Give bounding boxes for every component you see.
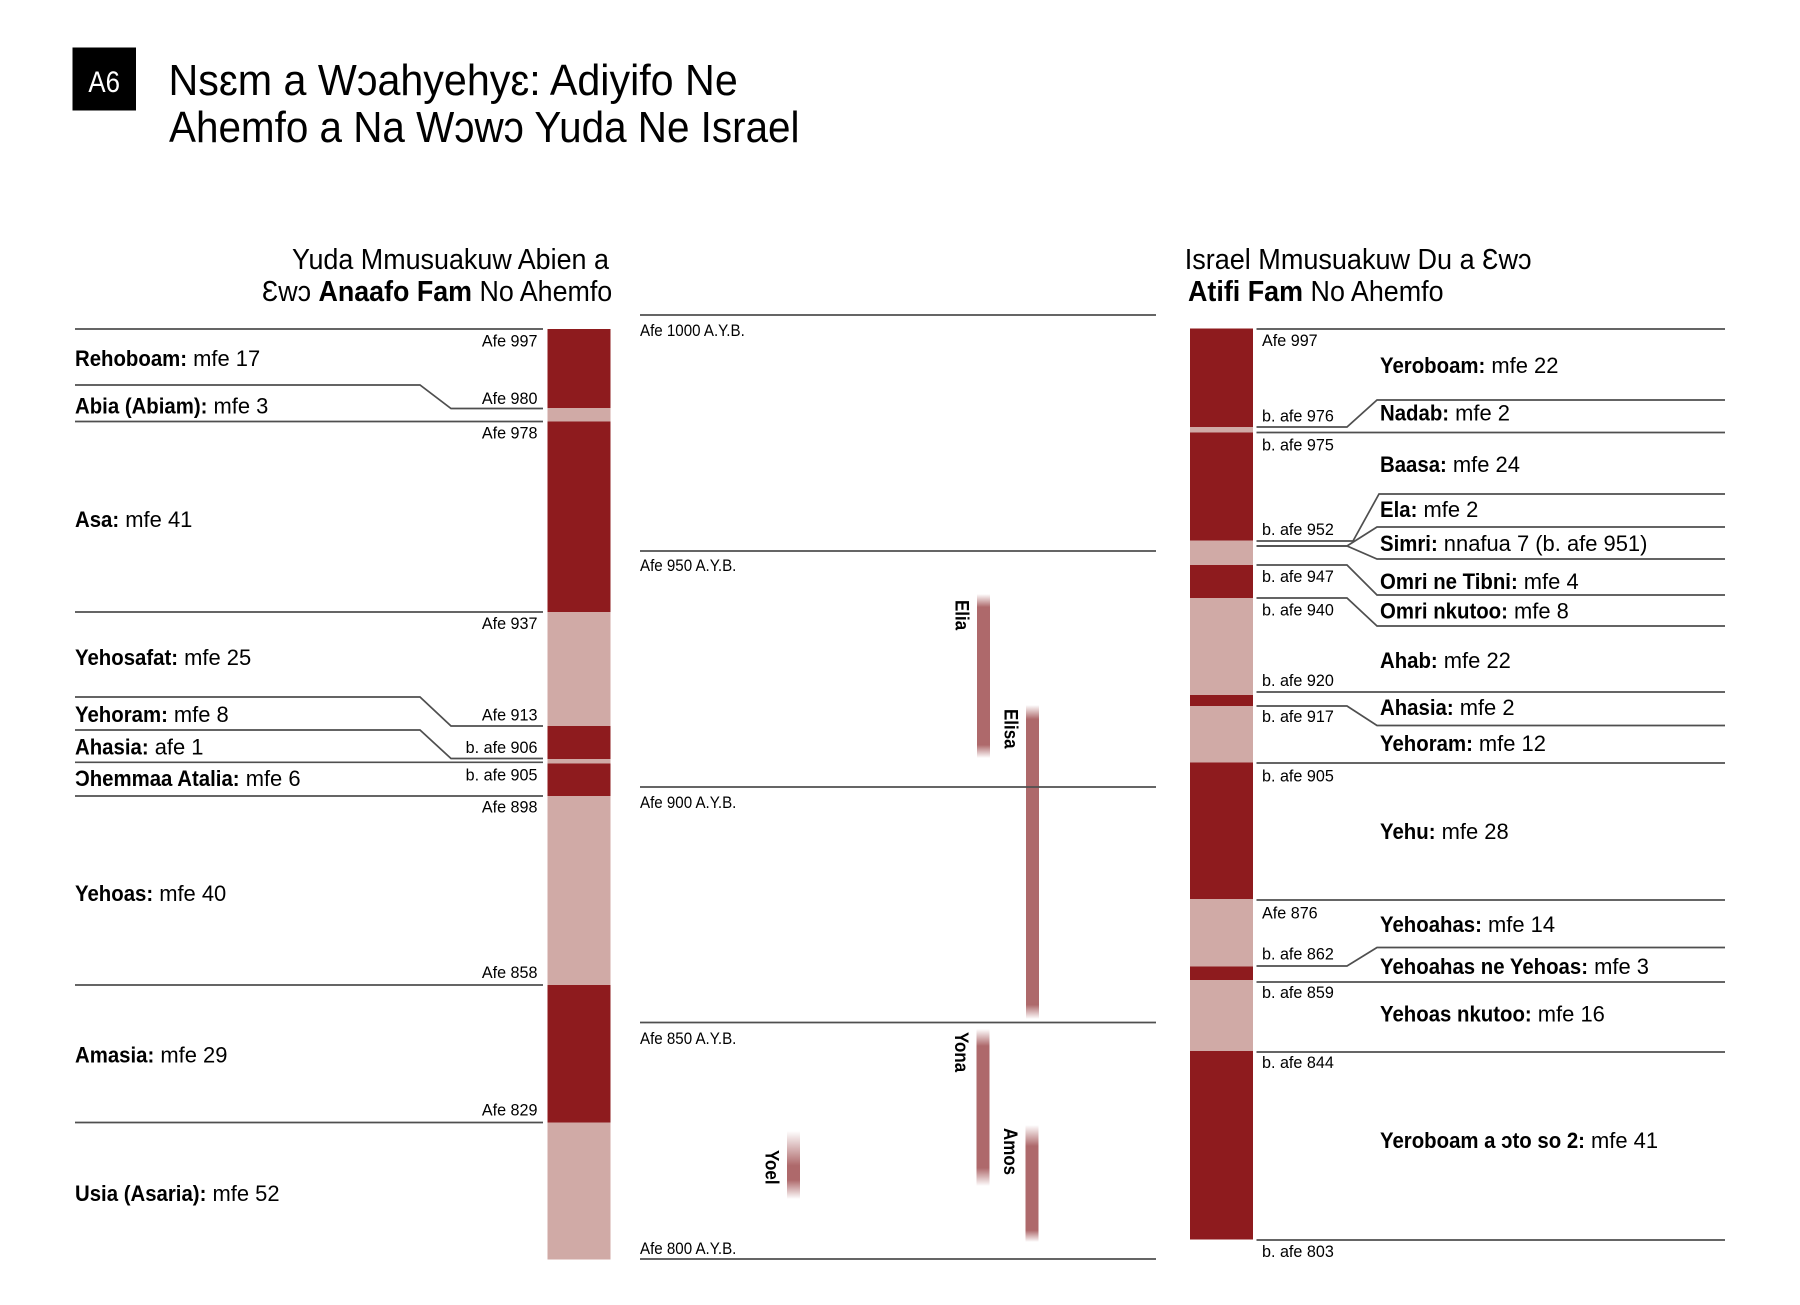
svg-text:Afe 800 A.Y.B.: Afe 800 A.Y.B.: [640, 1239, 736, 1258]
svg-text:b. afe 844: b. afe 844: [1262, 1053, 1334, 1072]
svg-text:A6: A6: [88, 65, 120, 98]
svg-text:Yehu:: Yehu:: [1380, 819, 1435, 844]
svg-text:mfe 8: mfe 8: [1508, 598, 1569, 623]
svg-text:Simri:: Simri:: [1380, 531, 1438, 556]
svg-text:Yehoas:: Yehoas:: [75, 881, 153, 906]
svg-text:Afe 850 A.Y.B.: Afe 850 A.Y.B.: [640, 1029, 736, 1048]
svg-text:mfe 3: mfe 3: [207, 393, 268, 418]
svg-text:mfe 41: mfe 41: [1585, 1128, 1658, 1153]
svg-text:Yeroboam:: Yeroboam:: [1380, 353, 1485, 378]
svg-text:b. afe 859: b. afe 859: [1262, 983, 1334, 1002]
svg-text:nnafua 7 (b. afe 951): nnafua 7 (b. afe 951): [1438, 531, 1648, 556]
svg-text:Nadab:: Nadab:: [1380, 401, 1449, 426]
svg-text:mfe 14: mfe 14: [1482, 912, 1555, 937]
svg-text:Afe 937: Afe 937: [482, 614, 538, 633]
svg-text:Afe 829: Afe 829: [482, 1100, 538, 1119]
svg-text:mfe 17: mfe 17: [187, 346, 260, 371]
svg-text:Yehoahas ne Yehoas:: Yehoahas ne Yehoas:: [1380, 954, 1588, 979]
svg-text:Yehoas nkutoo:: Yehoas nkutoo:: [1380, 1002, 1532, 1027]
svg-text:mfe 2: mfe 2: [1417, 497, 1478, 522]
svg-text:Yehoahas:: Yehoahas:: [1380, 912, 1482, 937]
svg-text:Ela:: Ela:: [1380, 497, 1417, 522]
svg-text:Ɛwɔ Anaafo Fam No Ahemfo: Ɛwɔ Anaafo Fam No Ahemfo: [262, 275, 612, 307]
svg-text:Baasa:: Baasa:: [1380, 452, 1447, 477]
svg-text:Afe 950 A.Y.B.: Afe 950 A.Y.B.: [640, 556, 736, 575]
svg-text:Amos: Amos: [1000, 1128, 1022, 1175]
svg-text:afe 1: afe 1: [149, 734, 204, 759]
svg-text:Afe 997: Afe 997: [1262, 331, 1318, 350]
svg-text:Ahab:: Ahab:: [1380, 648, 1438, 673]
svg-text:Afe 980: Afe 980: [482, 389, 538, 408]
svg-text:mfe 28: mfe 28: [1436, 819, 1509, 844]
svg-text:b. afe 862: b. afe 862: [1262, 944, 1334, 963]
svg-text:b. afe 920: b. afe 920: [1262, 671, 1334, 690]
svg-text:mfe 8: mfe 8: [168, 702, 229, 727]
svg-text:Ahasia:: Ahasia:: [75, 735, 149, 760]
svg-text:mfe 2: mfe 2: [1449, 400, 1510, 425]
svg-text:Nsɛm a Wɔahyehyɛ: Adiyifo Ne: Nsɛm a Wɔahyehyɛ: Adiyifo Ne: [169, 56, 738, 105]
svg-text:b. afe 947: b. afe 947: [1262, 567, 1334, 586]
svg-text:b. afe 906: b. afe 906: [466, 738, 538, 757]
svg-text:mfe 25: mfe 25: [178, 645, 251, 670]
svg-text:b. afe 976: b. afe 976: [1262, 406, 1334, 425]
svg-text:Yoel: Yoel: [761, 1150, 783, 1185]
svg-text:Afe 913: Afe 913: [482, 705, 538, 724]
svg-text:mfe 12: mfe 12: [1473, 731, 1546, 756]
svg-text:b. afe 905: b. afe 905: [466, 765, 538, 784]
svg-text:Yuda Mmusuakuw Abien a: Yuda Mmusuakuw Abien a: [292, 243, 609, 275]
svg-text:mfe 41: mfe 41: [119, 507, 192, 532]
svg-text:mfe 24: mfe 24: [1447, 452, 1520, 477]
svg-text:Elia: Elia: [951, 600, 973, 631]
svg-text:Yona: Yona: [951, 1032, 973, 1073]
svg-text:Ahasia:: Ahasia:: [1380, 695, 1454, 720]
svg-text:Israel Mmusuakuw Du a Ɛwɔ: Israel Mmusuakuw Du a Ɛwɔ: [1185, 243, 1532, 275]
svg-text:Afe 900 A.Y.B.: Afe 900 A.Y.B.: [640, 793, 736, 812]
svg-text:Afe 997: Afe 997: [482, 331, 538, 350]
svg-text:Omri nkutoo:: Omri nkutoo:: [1380, 599, 1508, 624]
svg-text:mfe 2: mfe 2: [1454, 695, 1515, 720]
svg-text:b. afe 952: b. afe 952: [1262, 520, 1334, 539]
svg-text:Yehosafat:: Yehosafat:: [75, 645, 178, 670]
svg-text:b. afe 803: b. afe 803: [1262, 1242, 1334, 1261]
svg-text:Elisa: Elisa: [1000, 709, 1022, 749]
svg-text:mfe 6: mfe 6: [240, 766, 301, 791]
svg-text:mfe 3: mfe 3: [1588, 954, 1649, 979]
svg-text:Yeroboam a ɔto so 2:: Yeroboam a ɔto so 2:: [1380, 1128, 1585, 1153]
svg-text:Ahemfo a Na Wɔwɔ Yuda Ne Israe: Ahemfo a Na Wɔwɔ Yuda Ne Israel: [169, 102, 800, 151]
svg-text:mfe 52: mfe 52: [206, 1181, 279, 1206]
svg-text:Usia (Asaria):: Usia (Asaria):: [75, 1181, 206, 1206]
svg-text:b. afe 940: b. afe 940: [1262, 600, 1334, 619]
svg-text:Afe 876: Afe 876: [1262, 903, 1318, 922]
svg-text:b. afe 975: b. afe 975: [1262, 435, 1334, 454]
svg-text:mfe 16: mfe 16: [1532, 1001, 1605, 1026]
svg-text:Ɔhemmaa Atalia:: Ɔhemmaa Atalia:: [75, 766, 240, 791]
svg-text:Afe 858: Afe 858: [482, 963, 538, 982]
svg-text:Atifi Fam No Ahemfo: Atifi Fam No Ahemfo: [1188, 275, 1444, 307]
svg-text:Asa:: Asa:: [75, 507, 119, 532]
svg-text:Abia (Abiam):: Abia (Abiam):: [75, 394, 207, 419]
svg-text:mfe 22: mfe 22: [1485, 353, 1558, 378]
svg-text:Rehoboam:: Rehoboam:: [75, 346, 187, 371]
svg-text:Afe 898: Afe 898: [482, 797, 538, 816]
svg-text:Afe 978: Afe 978: [482, 423, 538, 442]
svg-text:b. afe 917: b. afe 917: [1262, 707, 1334, 726]
svg-text:mfe 4: mfe 4: [1518, 569, 1579, 594]
svg-text:Yehoram:: Yehoram:: [75, 702, 168, 727]
svg-text:mfe 22: mfe 22: [1438, 648, 1511, 673]
svg-text:Yehoram:: Yehoram:: [1380, 731, 1473, 756]
svg-text:Omri ne Tibni:: Omri ne Tibni:: [1380, 569, 1518, 594]
svg-text:Afe 1000 A.Y.B.: Afe 1000 A.Y.B.: [640, 321, 745, 340]
svg-text:mfe 40: mfe 40: [153, 881, 226, 906]
svg-text:Amasia:: Amasia:: [75, 1043, 154, 1068]
svg-text:b. afe 905: b. afe 905: [1262, 766, 1334, 785]
svg-text:mfe 29: mfe 29: [154, 1042, 227, 1067]
